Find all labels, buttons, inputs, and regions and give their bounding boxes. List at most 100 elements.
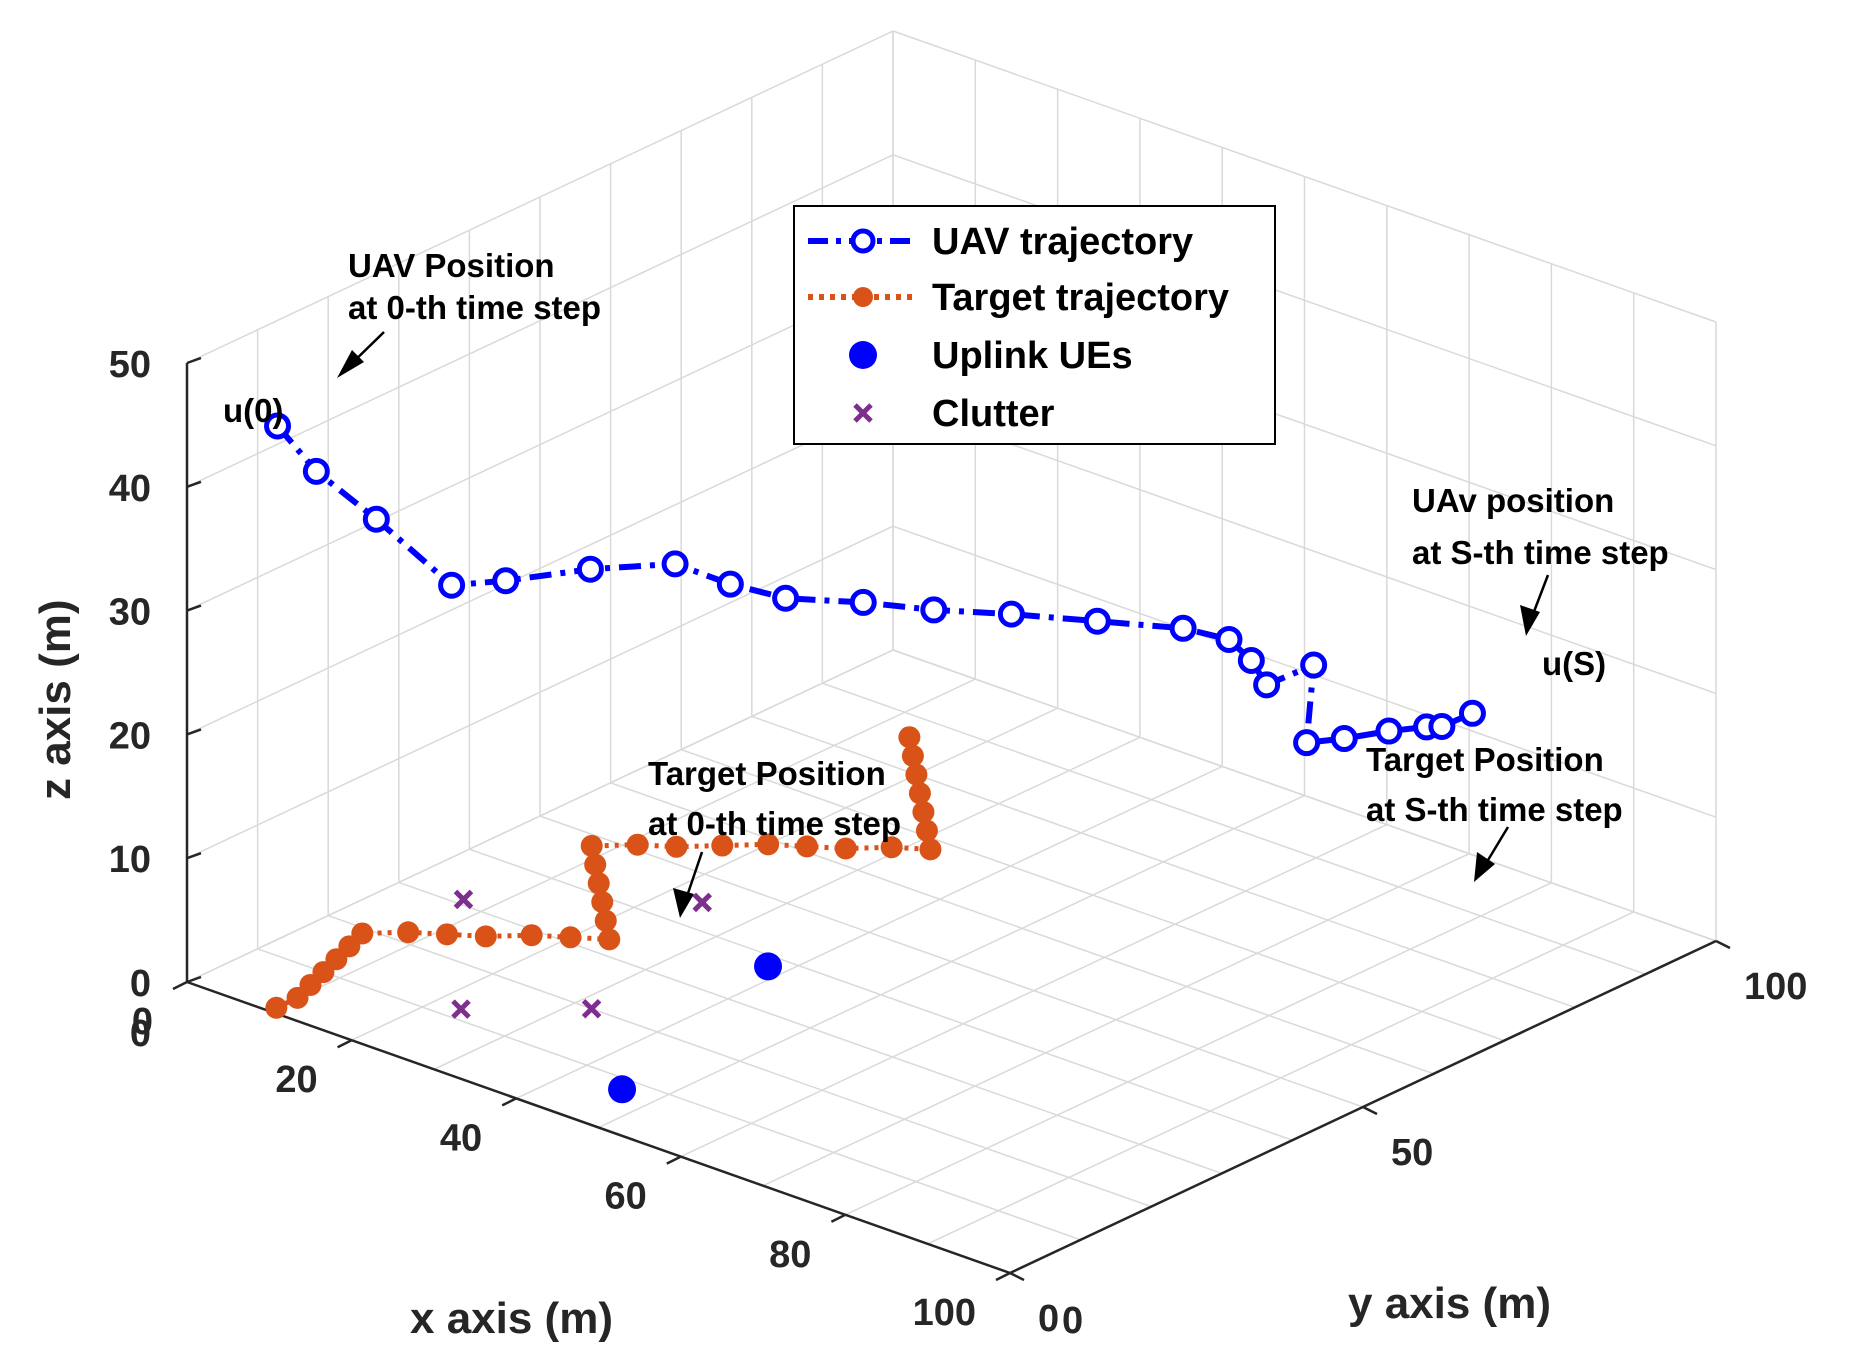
- legend-ue-marker: [849, 341, 877, 369]
- uav-point: [576, 555, 604, 583]
- grid-floor-x: [515, 765, 1223, 1100]
- target-point: [520, 924, 543, 947]
- annotation-target-end: Target Position at S-th time step: [1366, 741, 1623, 828]
- annotation-uS: u(S): [1542, 645, 1606, 682]
- annotation-target-start: Target Position at 0-th time step: [648, 755, 901, 842]
- annotation-uav-start: UAV Position at 0-th time step: [348, 247, 601, 326]
- clutter-point: [453, 889, 474, 910]
- grid-back-z: [186, 401, 894, 736]
- legend-uav-marker: [850, 228, 876, 254]
- target-point: [901, 744, 924, 767]
- uav-point: [772, 584, 800, 612]
- grid-side-z: [892, 154, 1717, 447]
- z-tick-mark: [186, 480, 202, 488]
- target-point: [711, 834, 734, 857]
- grid-back-z: [186, 277, 894, 612]
- x-tick-mark: [501, 1097, 517, 1107]
- target-point: [474, 925, 497, 948]
- x-tick-label: 20: [275, 1059, 317, 1101]
- x-axis-line: [186, 980, 1011, 1275]
- target-point: [598, 928, 621, 951]
- target-point: [919, 838, 942, 861]
- x-tick-mark: [172, 980, 188, 991]
- uav-point: [1237, 646, 1265, 674]
- grid-floor-x: [927, 911, 1635, 1245]
- annotation-target-end-line2: at S-th time step: [1366, 791, 1623, 828]
- grid-floor-x: [598, 794, 1305, 1129]
- x-tick-mark: [337, 1039, 353, 1049]
- annotation-target-end-line1: Target Position: [1366, 741, 1604, 778]
- z-tick-mark: [186, 356, 202, 365]
- z-tick-label: 0: [130, 963, 151, 1005]
- target-point: [626, 833, 649, 856]
- x-tick-label: 80: [769, 1234, 811, 1276]
- z-tick-mark: [186, 975, 202, 984]
- grid-side-z: [892, 401, 1717, 695]
- z-tick-label: 30: [109, 592, 151, 634]
- target-point: [580, 834, 603, 857]
- target-point: [591, 890, 614, 913]
- grid-side-z: [892, 30, 1717, 323]
- uav-point: [1330, 725, 1358, 753]
- target-point: [908, 782, 931, 805]
- target-point: [912, 800, 935, 823]
- legend-target-marker: [853, 287, 873, 307]
- series-layer: [264, 412, 1486, 1104]
- z-tick-label: 40: [109, 468, 151, 510]
- grid-floor-x: [680, 823, 1388, 1158]
- target-point: [587, 872, 610, 895]
- uav-point: [1375, 717, 1403, 745]
- uav-point: [438, 571, 466, 599]
- y-axis-label: y axis (m): [1348, 1279, 1551, 1328]
- legend: UAV trajectory Target trajectory Uplink …: [793, 205, 1276, 445]
- grid-back-z: [186, 30, 894, 364]
- series-target-trajectory: [265, 726, 942, 1019]
- z-tick-label: 10: [109, 839, 151, 881]
- clutter-point: [692, 892, 712, 913]
- annotation-uav-start-line1: UAV Position: [348, 247, 555, 284]
- target-point: [594, 909, 617, 932]
- clutter-point: [451, 999, 471, 1019]
- target-point: [880, 836, 903, 859]
- legend-target-label: Target trajectory: [932, 277, 1229, 319]
- uav-point: [302, 457, 330, 485]
- target-point: [584, 853, 607, 876]
- x-tick-mark: [830, 1213, 846, 1223]
- uplink-ue-point: [608, 1075, 637, 1104]
- z-tick-mark: [186, 604, 202, 612]
- grid-back-z: [186, 649, 894, 983]
- legend-ue-label: Uplink UEs: [932, 335, 1133, 377]
- grid-floor-x: [762, 853, 1470, 1187]
- annotation-uav-end-line1: UAv position: [1412, 482, 1614, 519]
- grid-back-z: [186, 154, 894, 488]
- uav-point: [1300, 651, 1328, 679]
- uav-point: [661, 550, 689, 578]
- grid-back-z: [186, 525, 894, 859]
- z-tick-label: 20: [109, 715, 151, 757]
- target-point: [834, 837, 857, 860]
- x-tick-label: 0: [132, 1001, 153, 1043]
- y-tick-mark: [1715, 939, 1731, 950]
- x-tick-label-origin: 0: [130, 1013, 151, 1055]
- uplink-ue-point: [754, 952, 783, 981]
- annotation-uav-end: UAv position at S-th time step: [1412, 482, 1669, 571]
- target-point: [915, 819, 938, 842]
- uav-point: [716, 570, 744, 598]
- legend-uav-label: UAV trajectory: [932, 221, 1193, 263]
- grid-lines: [186, 30, 1717, 1274]
- series-uav-trajectory: [264, 412, 1486, 757]
- annotation-u0: u(0): [223, 392, 284, 429]
- target-point: [665, 835, 688, 858]
- legend-clutter-label: Clutter: [932, 393, 1055, 435]
- series-clutter: [451, 889, 712, 1019]
- target-point: [757, 833, 780, 856]
- x-axis-label: x axis (m): [410, 1294, 613, 1343]
- annotation-uav-end-arrowhead: [1520, 605, 1540, 636]
- x-tick-mark: [666, 1155, 682, 1165]
- y-tick-label-origin: 0: [1062, 1300, 1083, 1342]
- uav-point: [1169, 614, 1197, 642]
- grid-floor-x: [351, 707, 1058, 1041]
- uav-point: [1458, 699, 1486, 727]
- grid-side-z: [892, 649, 1717, 942]
